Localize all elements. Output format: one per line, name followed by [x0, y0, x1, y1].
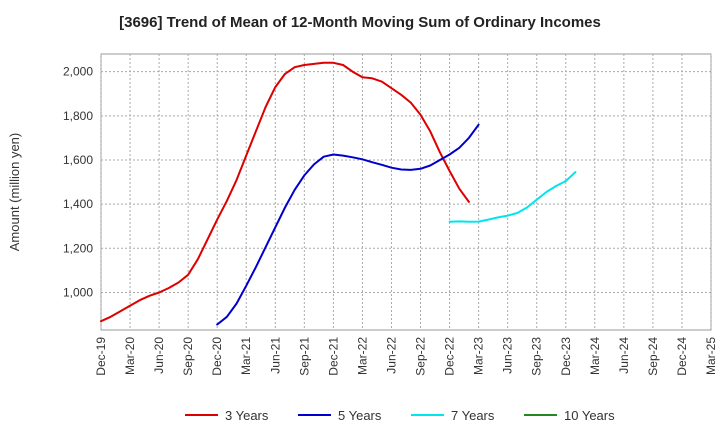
x-tick-label: Dec-22: [443, 337, 457, 376]
x-tick-label: Sep-23: [530, 337, 544, 376]
y-tick-label: 1,000: [63, 285, 93, 299]
x-tick-label: Mar-22: [355, 337, 369, 375]
legend-label: 3 Years: [225, 408, 269, 423]
legend-label: 7 Years: [451, 408, 495, 423]
x-tick-label: Jun-21: [268, 337, 282, 374]
series-line-3-years: [100, 61, 470, 323]
series-line-7-years: [448, 171, 577, 223]
legend-label: 5 Years: [338, 408, 382, 423]
y-tick-label: 1,800: [63, 109, 93, 123]
x-tick-label: Mar-24: [588, 337, 602, 375]
x-tick-label: Mar-23: [472, 337, 486, 375]
x-tick-label: Dec-23: [559, 337, 573, 376]
grid-lines: [100, 54, 712, 330]
x-tick-label: Sep-24: [646, 337, 660, 376]
chart-title: [3696] Trend of Mean of 12-Month Moving …: [119, 14, 601, 31]
x-tick-label: Jun-20: [152, 337, 166, 374]
x-tick-label: Sep-22: [414, 337, 428, 376]
x-tick-label: Dec-19: [94, 337, 108, 376]
x-tick-label: Sep-20: [181, 337, 195, 376]
x-tick-label: Mar-20: [123, 337, 137, 375]
x-tick-label: Dec-24: [675, 337, 689, 376]
x-tick-label: Dec-21: [326, 337, 340, 376]
x-tick-label: Mar-25: [704, 337, 718, 375]
x-tick-label: Jun-22: [384, 337, 398, 374]
y-tick-label: 2,000: [63, 65, 93, 79]
x-tick-label: Sep-21: [297, 337, 311, 376]
plot-area: [100, 53, 712, 331]
x-tick-label: Jun-23: [501, 337, 515, 374]
legend: 3 Years 5 Years 7 Years 10 Years: [185, 408, 615, 423]
x-axis-ticks: Dec-19 Mar-20 Jun-20 Sep-20 Dec-20 Mar-21 Jun-…: [94, 337, 718, 376]
y-axis-ticks: 1,000 1,200 1,400 1,600 1,800 2,000: [63, 65, 93, 300]
x-tick-label: Jun-24: [617, 337, 631, 374]
series-lines: [100, 61, 577, 326]
series-line-5-years: [216, 123, 480, 326]
y-tick-label: 1,600: [63, 153, 93, 167]
y-tick-label: 1,400: [63, 197, 93, 211]
legend-label: 10 Years: [564, 408, 615, 423]
x-tick-label: Dec-20: [210, 337, 224, 376]
y-axis-label: Amount (million yen): [7, 133, 22, 252]
x-tick-label: Mar-21: [239, 337, 253, 375]
y-tick-label: 1,200: [63, 241, 93, 255]
